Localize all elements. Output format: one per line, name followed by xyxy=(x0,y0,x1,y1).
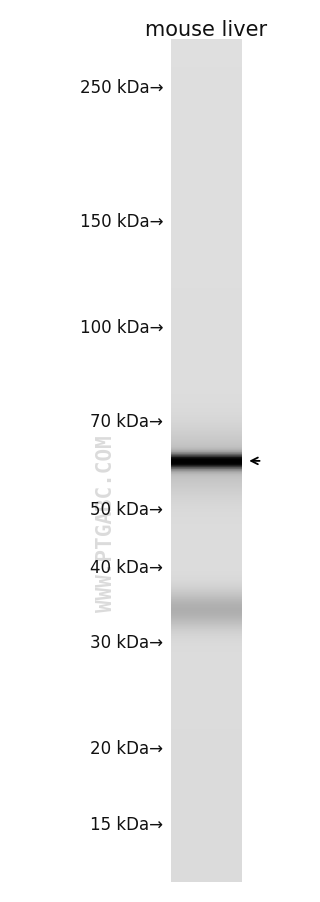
Text: 40 kDa→: 40 kDa→ xyxy=(90,558,163,576)
Text: 15 kDa→: 15 kDa→ xyxy=(90,815,163,833)
Text: 70 kDa→: 70 kDa→ xyxy=(90,412,163,430)
Text: 250 kDa→: 250 kDa→ xyxy=(80,79,163,97)
Text: 50 kDa→: 50 kDa→ xyxy=(90,500,163,518)
Text: WWW.PTGABC.COM: WWW.PTGABC.COM xyxy=(96,435,116,612)
Text: 150 kDa→: 150 kDa→ xyxy=(80,213,163,231)
Text: mouse liver: mouse liver xyxy=(145,20,268,40)
Text: 100 kDa→: 100 kDa→ xyxy=(80,318,163,336)
Text: 30 kDa→: 30 kDa→ xyxy=(90,633,163,651)
Text: 20 kDa→: 20 kDa→ xyxy=(90,740,163,758)
